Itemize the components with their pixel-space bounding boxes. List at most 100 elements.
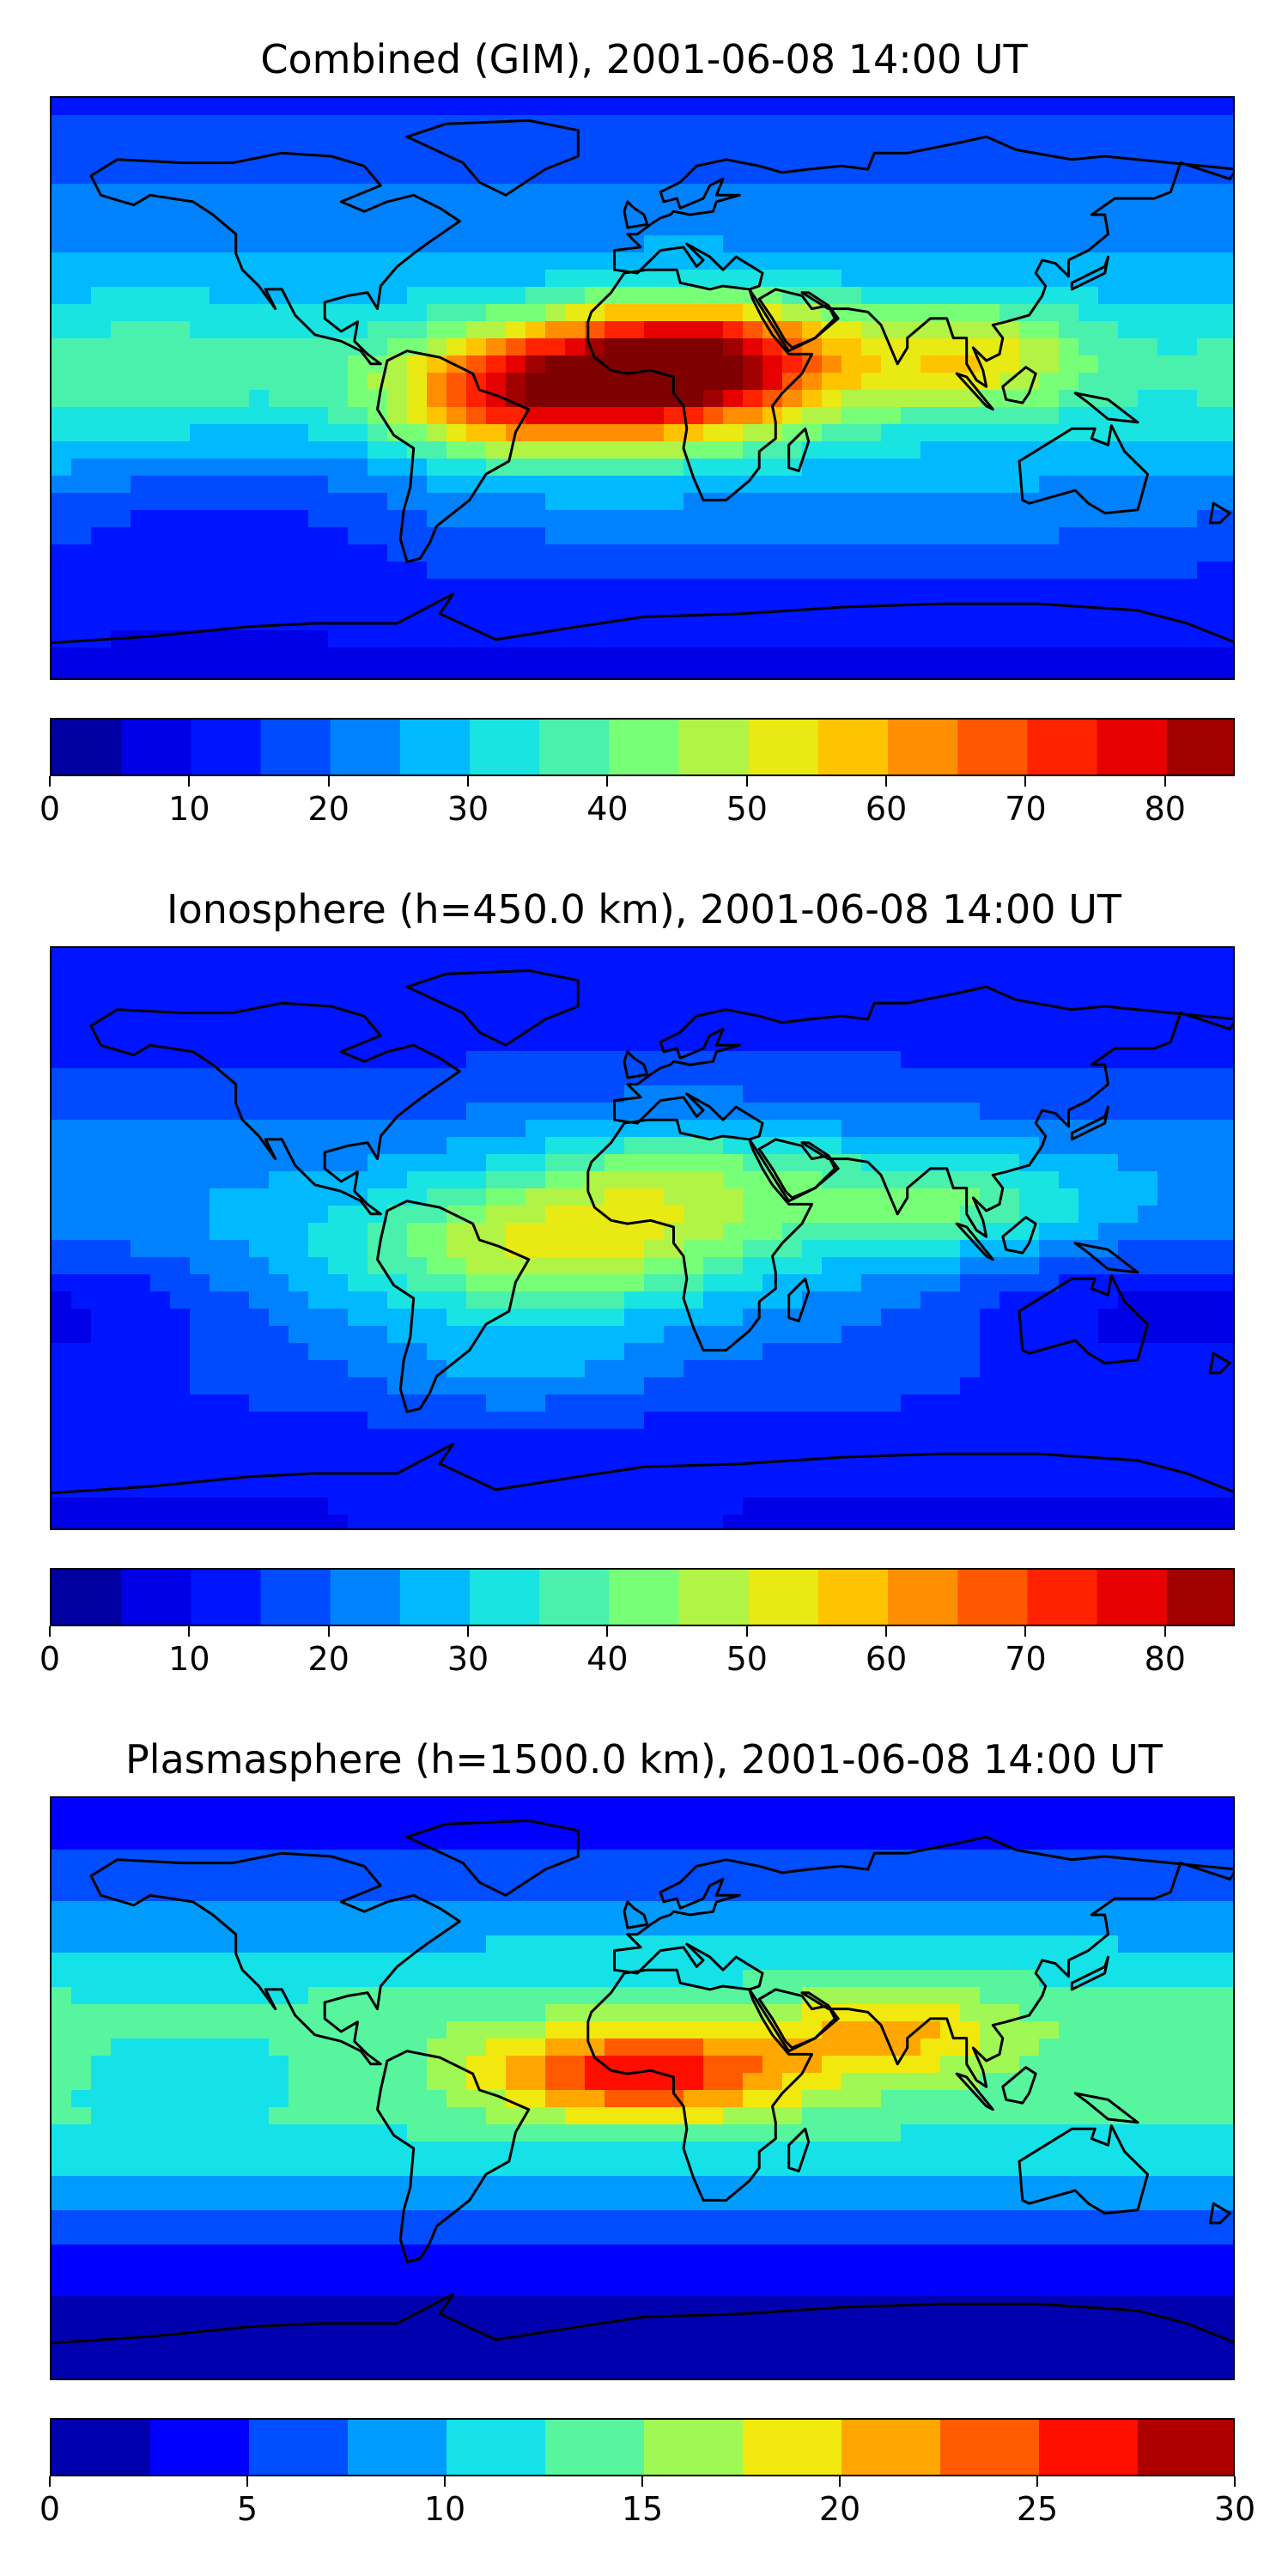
tec-cell bbox=[585, 1120, 605, 1138]
tec-cell bbox=[861, 407, 882, 425]
tec-cell bbox=[605, 1412, 625, 1430]
tec-cell bbox=[131, 407, 151, 425]
tec-cell bbox=[131, 1154, 151, 1172]
tec-cell bbox=[1177, 287, 1198, 305]
tec-cell bbox=[999, 1343, 1020, 1361]
tec-cell bbox=[802, 596, 823, 614]
tec-cell bbox=[1019, 630, 1040, 648]
colorbar-segment bbox=[470, 720, 541, 775]
tec-cell bbox=[605, 1832, 625, 1850]
tec-cell bbox=[1118, 1429, 1139, 1447]
tec-cell bbox=[486, 1257, 507, 1275]
tec-cell bbox=[71, 184, 92, 202]
tec-cell bbox=[703, 115, 724, 133]
tec-cell bbox=[1019, 1935, 1040, 1953]
tec-cell bbox=[703, 562, 724, 580]
tec-cell bbox=[1078, 1446, 1099, 1464]
tec-cell bbox=[150, 1085, 171, 1103]
tec-cell bbox=[289, 1832, 309, 1850]
tec-cell bbox=[1019, 167, 1040, 185]
tec-cell bbox=[269, 1377, 289, 1395]
tec-cell bbox=[1138, 1137, 1158, 1155]
tec-cell bbox=[1059, 424, 1079, 442]
tec-cell bbox=[111, 1970, 131, 1988]
tec-cell bbox=[980, 1120, 1000, 1138]
tec-cell bbox=[170, 1257, 191, 1275]
tec-cell bbox=[802, 527, 823, 545]
tec-cell bbox=[999, 665, 1020, 678]
tec-cell bbox=[1039, 1326, 1060, 1344]
tec-cell bbox=[1019, 1480, 1040, 1498]
tec-cell bbox=[526, 1953, 546, 1971]
tec-cell bbox=[802, 1412, 823, 1430]
tec-cell bbox=[1098, 544, 1119, 562]
tec-cell bbox=[466, 562, 487, 580]
tec-cell bbox=[822, 1429, 842, 1447]
tec-cell bbox=[71, 459, 92, 477]
tec-cell bbox=[526, 1326, 546, 1344]
tec-cell bbox=[1217, 338, 1233, 356]
tec-cell bbox=[723, 355, 744, 374]
tec-cell bbox=[605, 1498, 625, 1516]
tec-cell bbox=[407, 390, 428, 408]
tec-cell bbox=[841, 999, 862, 1018]
tec-cell bbox=[486, 1154, 507, 1172]
tec-cell bbox=[526, 1360, 546, 1378]
tec-cell bbox=[131, 1394, 151, 1413]
colorbar-tick bbox=[1024, 776, 1027, 787]
tec-cell bbox=[486, 596, 507, 614]
tec-cell bbox=[289, 1412, 309, 1430]
tec-cell bbox=[328, 390, 349, 408]
tec-cell bbox=[348, 2004, 368, 2022]
tec-cell bbox=[1019, 270, 1040, 288]
tec-cell bbox=[565, 1987, 586, 2005]
tec-cell bbox=[545, 1429, 566, 1447]
tec-cell bbox=[1098, 270, 1119, 288]
tec-cell bbox=[308, 1309, 329, 1327]
tec-cell bbox=[683, 562, 704, 580]
tec-cell bbox=[1118, 527, 1139, 545]
tec-cell bbox=[368, 1970, 388, 1988]
tec-cell bbox=[249, 1884, 270, 1902]
tec-cell bbox=[131, 1120, 151, 1138]
tec-cell bbox=[920, 373, 941, 391]
tec-cell bbox=[170, 270, 191, 288]
tec-cell bbox=[407, 1987, 428, 2005]
tec-cell bbox=[881, 2004, 902, 2022]
tec-cell bbox=[91, 1343, 112, 1361]
tec-cell bbox=[1138, 562, 1158, 580]
tec-cell bbox=[506, 1970, 526, 1988]
tec-cell bbox=[71, 1884, 92, 1902]
tec-cell bbox=[269, 252, 289, 270]
tec-cell bbox=[1078, 965, 1099, 983]
tec-cell bbox=[901, 1815, 921, 1833]
tec-cell bbox=[901, 493, 921, 511]
tec-cell bbox=[683, 1188, 704, 1206]
colorbar-tick-label: 0 bbox=[39, 1640, 61, 1678]
tec-cell bbox=[822, 1867, 842, 1885]
tec-cell bbox=[703, 1480, 724, 1498]
tec-cell bbox=[841, 424, 862, 442]
tec-cell bbox=[940, 1850, 961, 1868]
tec-cell bbox=[131, 1798, 151, 1816]
tec-cell bbox=[269, 1935, 289, 1953]
tec-cell bbox=[486, 613, 507, 631]
tec-cell bbox=[387, 1137, 408, 1155]
tec-cell bbox=[308, 1206, 329, 1224]
tec-cell bbox=[861, 1446, 882, 1464]
tec-cell bbox=[881, 390, 902, 408]
tec-cell bbox=[407, 1901, 428, 1919]
tec-cell bbox=[427, 1274, 447, 1292]
tec-cell bbox=[447, 1394, 467, 1413]
tec-cell bbox=[427, 647, 447, 665]
tec-cell bbox=[210, 1815, 230, 1833]
tec-cell bbox=[980, 235, 1000, 253]
tec-cell bbox=[52, 355, 72, 374]
tec-cell bbox=[407, 441, 428, 459]
tec-cell bbox=[545, 596, 566, 614]
tec-cell bbox=[52, 1154, 72, 1172]
tec-cell bbox=[210, 1832, 230, 1850]
tec-cell bbox=[447, 1970, 467, 1988]
tec-cell bbox=[249, 1257, 270, 1275]
tec-cell bbox=[407, 1953, 428, 1971]
